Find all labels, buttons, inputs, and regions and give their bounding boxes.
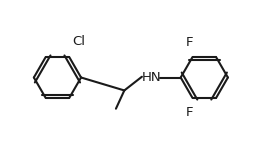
Text: Cl: Cl [72,35,85,48]
Text: HN: HN [142,71,162,84]
Text: F: F [186,36,194,49]
Text: F: F [186,106,194,119]
